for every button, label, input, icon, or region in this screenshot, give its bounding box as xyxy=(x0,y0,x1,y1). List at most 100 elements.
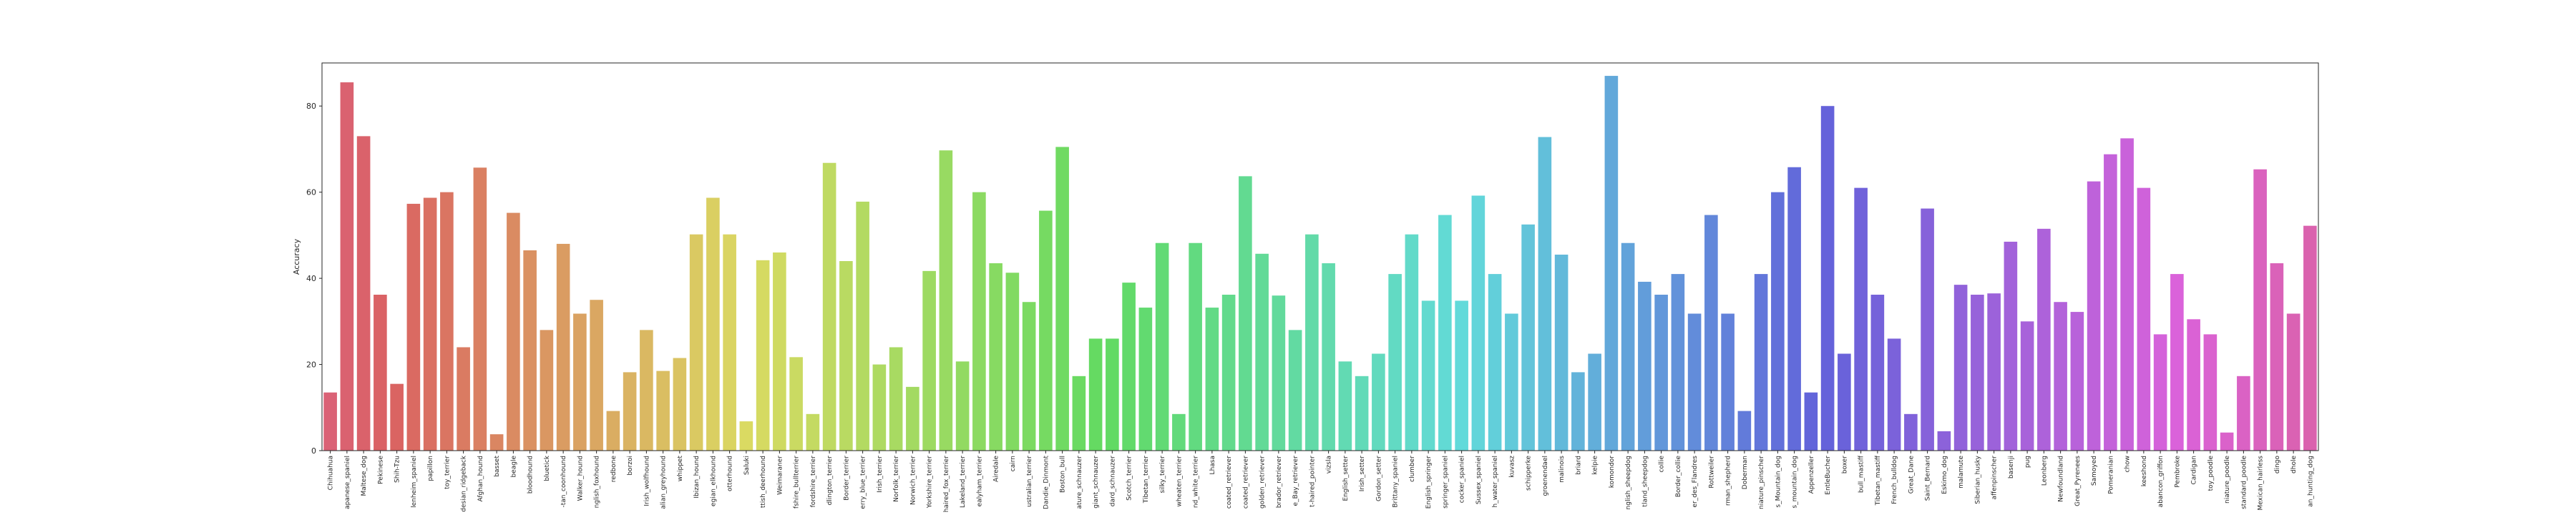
x-tick-label: ealyham_terrier xyxy=(976,456,983,507)
bar xyxy=(922,270,936,451)
bar xyxy=(1322,263,1335,451)
bar xyxy=(1838,353,1851,451)
bar xyxy=(1288,330,1302,451)
bar xyxy=(1987,293,2001,451)
bar xyxy=(440,192,454,451)
x-tick-label: rman_shepherd xyxy=(1725,456,1732,506)
bar xyxy=(1804,392,1818,451)
x-tick-label: Siberian_husky xyxy=(1974,455,1981,504)
x-tick-label: Mexican_hairless xyxy=(2258,456,2265,511)
x-tick-label: Pekinese xyxy=(377,456,384,484)
bar xyxy=(989,263,1002,451)
bar xyxy=(2153,334,2167,451)
bar xyxy=(2220,432,2234,451)
bar xyxy=(2187,319,2200,451)
x-tick-label: bull_mastiff xyxy=(1858,455,1865,493)
x-tick-label: h_water_spaniel xyxy=(1492,456,1499,508)
x-tick-label: Airedale xyxy=(993,456,1000,482)
x-tick-label: French_bulldog xyxy=(1891,456,1898,504)
x-tick-label: Saint_Bernard xyxy=(1925,456,1932,501)
x-tick-label: dlington_terrier xyxy=(826,456,834,506)
bar xyxy=(756,260,770,451)
x-tick-label: nglish_sheepdog xyxy=(1625,456,1632,509)
y-tick-label: 20 xyxy=(306,360,316,370)
x-tick-label: nd_white_terrier xyxy=(1193,456,1200,508)
x-tick-label: vizsla xyxy=(1326,456,1333,474)
bar xyxy=(1372,353,1385,451)
x-tick-label: kuvasz xyxy=(1508,456,1516,478)
bar xyxy=(2253,169,2267,451)
x-tick-label: Pembroke xyxy=(2174,456,2181,488)
x-tick-label: dingo xyxy=(2274,456,2281,474)
bar xyxy=(673,358,687,451)
x-tick-label: Walker_hound xyxy=(577,456,584,501)
x-tick-label: toy_poodle xyxy=(2207,456,2215,491)
x-tick-label: apanese_spaniel xyxy=(344,456,351,509)
x-tick-label: Lhasa xyxy=(1209,456,1216,474)
bar xyxy=(1538,137,1552,451)
bar xyxy=(2104,154,2117,451)
bar xyxy=(1687,313,1702,451)
x-tick-label: komondor xyxy=(1609,456,1616,489)
bar xyxy=(356,136,371,451)
bar xyxy=(523,250,537,451)
bar xyxy=(573,313,587,451)
bar xyxy=(1904,413,1918,451)
bar xyxy=(1937,431,1951,451)
x-tick-label: Gordon_setter xyxy=(1375,456,1382,501)
x-tick-label: Samoyed xyxy=(2091,456,2098,486)
bar xyxy=(473,167,487,451)
bar xyxy=(590,300,603,451)
x-tick-label: ustralian_terrier xyxy=(1026,456,1033,507)
bar xyxy=(1588,353,1601,451)
bar xyxy=(1005,273,1020,451)
x-axis: Chihuahua apanese_spaniel Maltese_dog Pekin… xyxy=(328,451,2314,513)
bar xyxy=(1887,338,1901,451)
bar xyxy=(789,357,803,451)
x-tick-label: toy_terrier xyxy=(444,456,451,489)
x-tick-label: desian_ridgeback xyxy=(461,455,468,511)
y-tick-label: 40 xyxy=(306,274,316,283)
bar xyxy=(773,252,786,451)
x-tick-label: standard_poodle xyxy=(2240,456,2248,509)
x-tick-label: wheaten_terrier xyxy=(1176,456,1183,507)
bar xyxy=(856,201,869,451)
y-tick-label: 80 xyxy=(306,102,316,111)
bar xyxy=(1754,274,1768,451)
x-tick-label: niature_poodle xyxy=(2224,456,2231,504)
x-tick-label: Rottweiler xyxy=(1708,456,1715,489)
plot-frame xyxy=(321,62,2319,451)
x-tick-label: Norfolk_terrier xyxy=(893,456,900,502)
x-tick-label: abancon_griffon xyxy=(2157,456,2165,507)
x-tick-label: Great_Dane xyxy=(1908,456,1915,494)
bar xyxy=(1055,147,1069,451)
y-axis-label: Accuracy xyxy=(292,238,301,275)
x-tick-label: papillon xyxy=(427,456,434,481)
bar xyxy=(1405,234,1419,451)
bar xyxy=(1554,254,1568,451)
x-tick-label: bloodhound xyxy=(527,456,535,494)
y-tick-label: 0 xyxy=(311,446,316,456)
bar xyxy=(1571,372,1585,451)
x-tick-label: dard_schnauzer xyxy=(1109,456,1116,507)
bar xyxy=(822,162,836,451)
x-tick-label: Afghan_hound xyxy=(477,456,484,501)
x-tick-label: haired_fox_terrier xyxy=(943,456,950,513)
x-tick-label: golden_retriever xyxy=(1259,456,1267,509)
x-tick-label: dhole xyxy=(2290,456,2298,474)
bar xyxy=(939,150,953,451)
x-tick-label: basset xyxy=(494,456,501,477)
x-tick-label: Irish_setter xyxy=(1359,456,1366,492)
x-tick-label: Weimaraner xyxy=(776,456,784,495)
bar xyxy=(340,82,354,451)
bar xyxy=(1654,295,1668,451)
bar xyxy=(507,212,520,451)
x-tick-label: Tibetan_mastiff xyxy=(1875,455,1882,506)
bar xyxy=(2286,313,2301,451)
bar xyxy=(889,347,903,451)
bar xyxy=(2087,181,2101,451)
bar xyxy=(1155,242,1169,451)
x-tick-label: cocker_spaniel xyxy=(1459,456,1466,503)
bar xyxy=(606,411,620,451)
bar xyxy=(2270,263,2284,451)
